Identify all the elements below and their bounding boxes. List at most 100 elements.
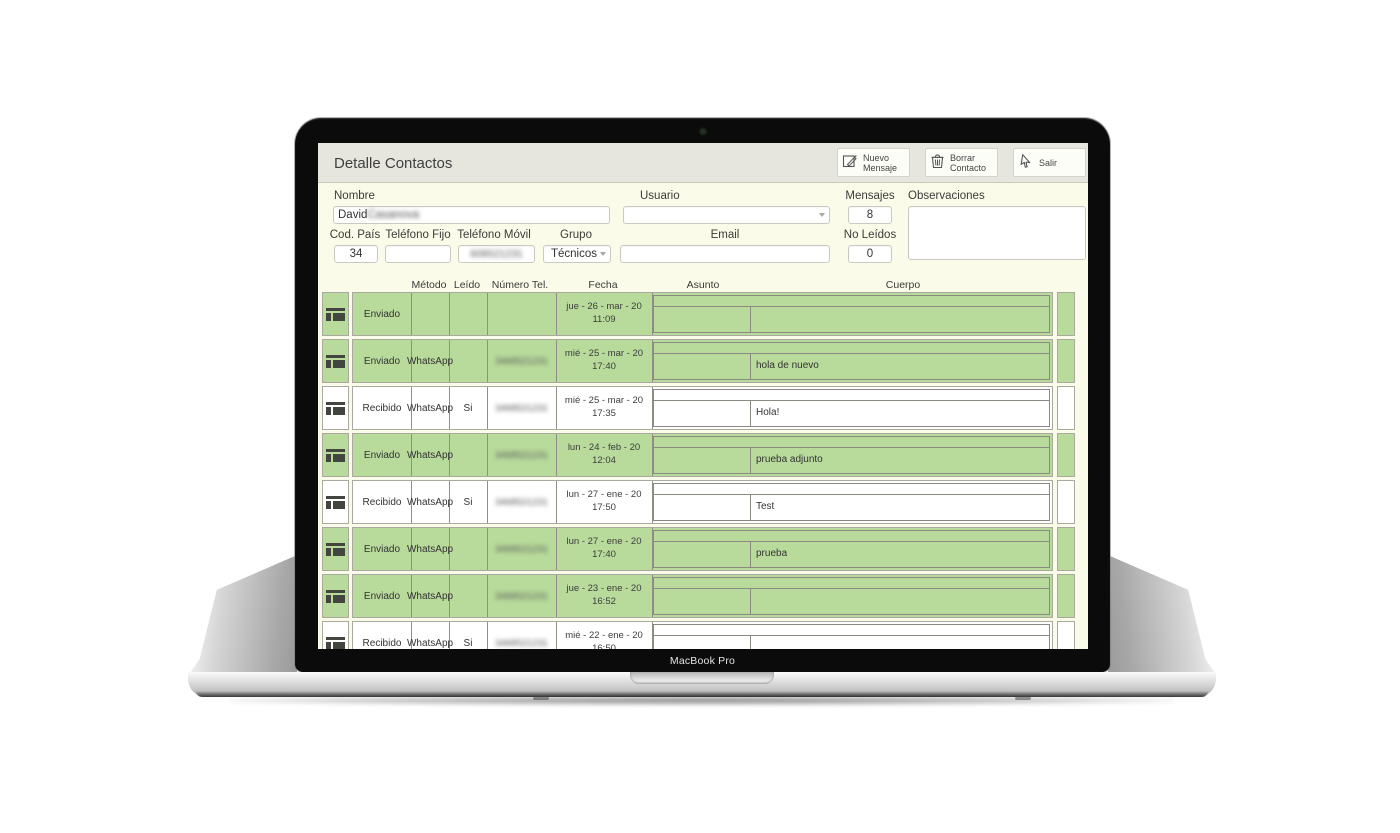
row-tail-cell xyxy=(1057,292,1075,336)
cod-pais-field[interactable]: 34 xyxy=(334,245,378,263)
row-estado: Recibido xyxy=(353,481,412,523)
table-row[interactable]: Enviado WhatsApp 3468521231 mié - 25 - m… xyxy=(322,339,1075,383)
row-fecha-time: 17:35 xyxy=(592,408,616,419)
row-metodo: WhatsApp xyxy=(407,622,453,649)
row-icon-cell[interactable] xyxy=(322,527,349,571)
grupo-select[interactable]: Técnicos xyxy=(543,245,611,263)
row-numero: 3468521231 xyxy=(487,481,557,523)
row-message-bottom xyxy=(654,589,1049,614)
row-subject-strip xyxy=(654,390,1049,401)
table-row[interactable]: Recibido WhatsApp Si 3468521231 mié - 25… xyxy=(322,386,1075,430)
row-cuerpo: Hola! xyxy=(756,407,780,418)
row-main: Recibido WhatsApp Si 3468521231 mié - 25… xyxy=(352,386,1053,430)
row-estado: Enviado xyxy=(353,575,412,617)
table-row[interactable]: Enviado WhatsApp 3468521231 lun - 27 - e… xyxy=(322,527,1075,571)
row-icon-cell[interactable] xyxy=(322,386,349,430)
observaciones-field[interactable] xyxy=(908,206,1086,260)
row-icon-cell[interactable] xyxy=(322,574,349,618)
row-leido: Si xyxy=(449,622,488,649)
row-metodo: WhatsApp xyxy=(407,434,453,476)
row-fecha: lun - 27 - ene - 20 17:50 xyxy=(556,481,653,523)
nombre-field[interactable]: David Casanova xyxy=(333,206,610,224)
row-main: Enviado jue - 26 - mar - 20 11:09 xyxy=(352,292,1053,336)
telefono-movil-label: Teléfono Móvil xyxy=(457,229,531,241)
row-fecha-date: lun - 24 - feb - 20 xyxy=(567,442,641,453)
row-subject-strip xyxy=(654,343,1049,354)
row-fecha: mié - 25 - mar - 20 17:35 xyxy=(556,387,653,429)
no-leidos-count: 0 xyxy=(848,245,892,263)
row-asunto xyxy=(654,636,751,649)
salir-label: Salir xyxy=(1039,157,1058,168)
grupo-value: Técnicos xyxy=(550,248,598,260)
row-cuerpo: prueba xyxy=(756,548,788,559)
row-cuerpo: Test xyxy=(756,501,775,512)
row-estado: Enviado xyxy=(353,293,412,335)
row-icon-cell[interactable] xyxy=(322,480,349,524)
row-fecha-date: lun - 27 - ene - 20 xyxy=(566,489,642,500)
row-fecha: mié - 22 - ene - 20 16:50 xyxy=(556,622,653,649)
table-row[interactable]: Enviado WhatsApp 3468521231 lun - 24 - f… xyxy=(322,433,1075,477)
chevron-down-icon xyxy=(819,213,825,217)
row-leido xyxy=(449,528,488,570)
row-subject-strip xyxy=(654,437,1049,448)
row-numero: 3468521231 xyxy=(487,340,557,382)
table-row[interactable]: Recibido WhatsApp Si 3468521231 lun - 27… xyxy=(322,480,1075,524)
row-fecha: lun - 24 - feb - 20 12:04 xyxy=(556,434,653,476)
row-cuerpo xyxy=(751,589,1049,614)
row-fecha-date: jue - 23 - ene - 20 xyxy=(566,583,642,594)
grupo-label: Grupo xyxy=(560,229,592,241)
row-fecha-time: 16:50 xyxy=(592,643,616,649)
row-tail-cell xyxy=(1057,527,1075,571)
borrar-contacto-button[interactable]: Borrar Contacto xyxy=(925,148,998,177)
row-metodo: WhatsApp xyxy=(407,387,453,429)
observaciones-label: Observaciones xyxy=(908,190,985,202)
row-metodo: WhatsApp xyxy=(407,340,453,382)
laptop-lid-notch xyxy=(630,672,774,684)
trash-icon xyxy=(930,153,945,172)
row-main: Recibido WhatsApp Si 3468521231 mié - 22… xyxy=(352,621,1053,649)
row-tail-cell xyxy=(1057,574,1075,618)
telefono-movil-field[interactable]: 608521231 xyxy=(458,245,535,263)
table-row[interactable]: Recibido WhatsApp Si 3468521231 mié - 22… xyxy=(322,621,1075,649)
row-message-bottom: Hola! xyxy=(654,401,1049,426)
row-icon-cell[interactable] xyxy=(322,621,349,649)
row-tail-cell xyxy=(1057,621,1075,649)
laptop-foot xyxy=(533,697,549,700)
telefono-fijo-field[interactable] xyxy=(385,245,451,263)
row-subject-strip xyxy=(654,296,1049,307)
table-row[interactable]: Enviado jue - 26 - mar - 20 11:09 xyxy=(322,292,1075,336)
row-cuerpo: prueba adjunto xyxy=(756,454,823,465)
row-fecha-date: mié - 25 - mar - 20 xyxy=(564,395,644,406)
telefono-movil-value-redacted: 608521231 xyxy=(470,248,523,260)
nuevo-mensaje-button[interactable]: Nuevo Mensaje xyxy=(837,148,910,177)
salir-button[interactable]: Salir xyxy=(1013,148,1086,177)
mensajes-label: Mensajes xyxy=(845,190,895,202)
row-metodo xyxy=(411,293,450,335)
row-main: Enviado WhatsApp 3468521231 mié - 25 - m… xyxy=(352,339,1053,383)
borrar-contacto-label: Borrar Contacto xyxy=(950,152,987,173)
column-header-metodo: Método xyxy=(411,279,447,291)
nuevo-mensaje-label: Nuevo Mensaje xyxy=(863,152,898,173)
laptop-shadow xyxy=(230,696,1174,705)
laptop-foot xyxy=(1015,697,1031,700)
row-metodo: WhatsApp xyxy=(407,575,453,617)
row-asunto xyxy=(654,589,751,614)
row-icon-cell[interactable] xyxy=(322,292,349,336)
email-field[interactable] xyxy=(620,245,830,263)
row-estado: Enviado xyxy=(353,528,412,570)
message-layout-icon xyxy=(326,401,345,415)
row-icon-cell[interactable] xyxy=(322,433,349,477)
table-row[interactable]: Enviado WhatsApp 3468521231 jue - 23 - e… xyxy=(322,574,1075,618)
row-message-box xyxy=(653,624,1050,649)
usuario-select[interactable] xyxy=(623,206,830,224)
row-subject-strip xyxy=(654,625,1049,636)
compose-icon xyxy=(842,153,858,172)
row-message-box: prueba adjunto xyxy=(653,436,1050,474)
row-message-box xyxy=(653,577,1050,615)
row-cuerpo xyxy=(751,636,1049,649)
exit-cursor-icon xyxy=(1018,153,1034,172)
row-icon-cell[interactable] xyxy=(322,339,349,383)
row-fecha: mié - 25 - mar - 20 17:40 xyxy=(556,340,653,382)
message-layout-icon xyxy=(326,495,345,509)
column-header-fecha: Fecha xyxy=(588,279,618,291)
